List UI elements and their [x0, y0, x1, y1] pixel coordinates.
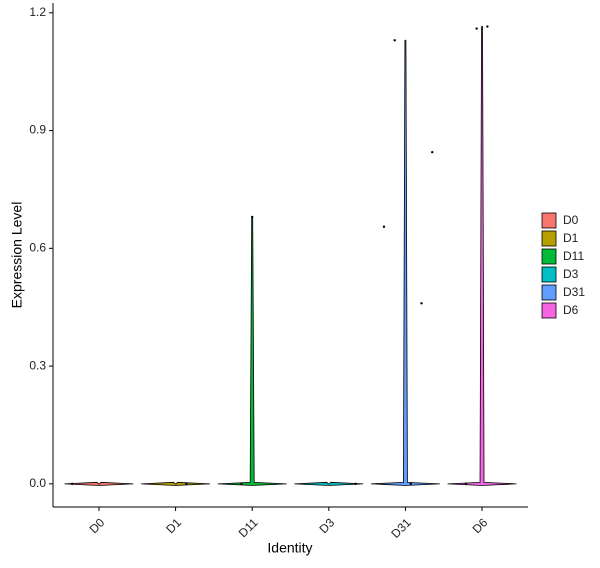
point [185, 482, 188, 486]
legend-key [541, 230, 557, 247]
point [475, 27, 478, 30]
legend-label: D6 [563, 303, 579, 317]
legend-label: D3 [563, 267, 579, 281]
point [486, 25, 489, 28]
violin [217, 216, 287, 486]
violin [447, 26, 517, 486]
x-axis-title: Identity [267, 540, 312, 556]
y-tick-label: 0.6 [29, 240, 46, 254]
violin [64, 481, 134, 486]
legend-key [541, 212, 557, 229]
violin [294, 481, 364, 486]
point [393, 39, 396, 42]
y-axis-title: Expression Level [9, 202, 25, 309]
legend-label: D0 [563, 213, 579, 227]
legend-label: D31 [563, 285, 585, 299]
point [70, 482, 74, 486]
legend-label: D11 [563, 249, 584, 263]
y-tick-label: 0.9 [29, 123, 46, 137]
legend-key [541, 284, 557, 301]
violin [370, 39, 440, 486]
violin [141, 481, 211, 486]
x-tick-label: D1 [163, 515, 184, 536]
y-tick-label: 0.3 [29, 358, 46, 372]
point [382, 225, 386, 228]
point [240, 482, 243, 486]
point [464, 482, 468, 486]
legend-key [541, 302, 557, 319]
legend-key [541, 248, 557, 265]
x-tick-label: D3 [316, 515, 337, 536]
legend-key [541, 266, 557, 283]
x-tick-label: D6 [470, 515, 491, 536]
legend-label: D1 [563, 231, 579, 245]
point [354, 482, 357, 486]
point [431, 150, 434, 154]
x-tick-label: D11 [236, 515, 261, 540]
x-tick-label: D0 [87, 515, 108, 536]
point [409, 482, 412, 486]
point [250, 215, 254, 219]
y-tick-label: 0.0 [29, 476, 46, 490]
y-tick-label: 1.2 [29, 5, 46, 19]
x-tick-label: D31 [388, 515, 414, 541]
point [420, 302, 423, 305]
